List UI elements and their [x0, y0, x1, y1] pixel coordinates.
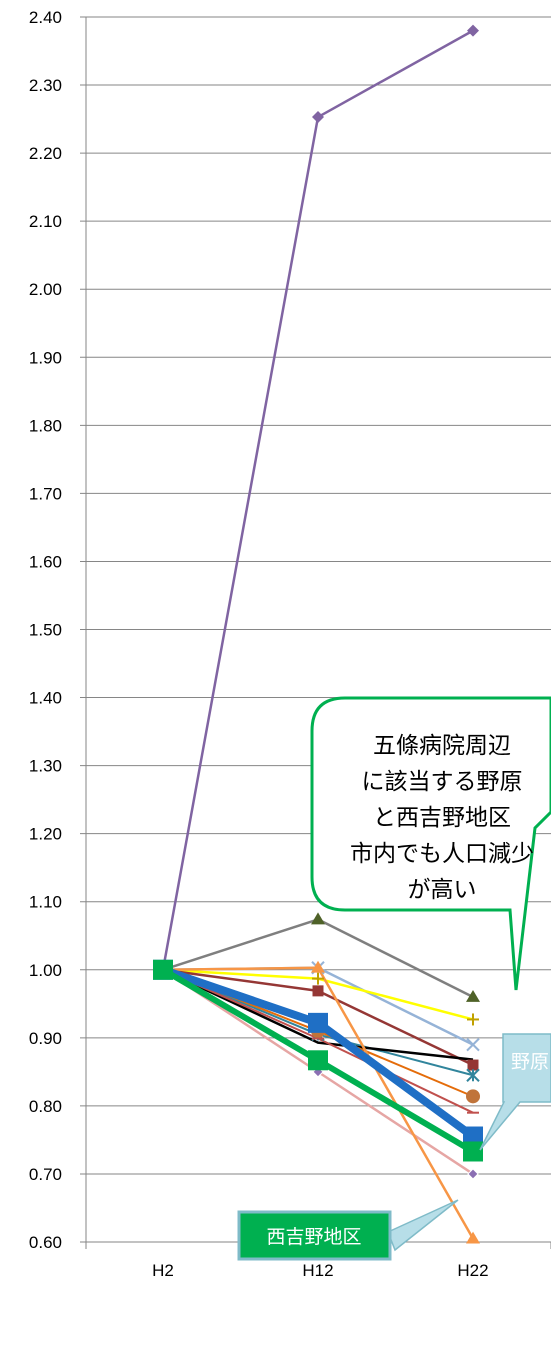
y-tick-label: 2.30: [29, 76, 62, 95]
callout-shape: [310, 696, 551, 991]
callout-line-1: 五條病院周辺: [373, 733, 511, 759]
series-markers: [153, 24, 483, 1244]
data-point: [311, 912, 325, 925]
x-tick-label: H12: [302, 1261, 333, 1280]
data-point: [467, 1059, 479, 1071]
data-point: [312, 985, 324, 997]
nohara-label-text: 野原: [511, 1051, 549, 1073]
callout-line-4: 市内でも人口減少: [350, 841, 534, 867]
callout-line-3: と西吉野地区: [373, 805, 511, 831]
data-point: [466, 1068, 480, 1082]
y-tick-label: 1.60: [29, 552, 62, 571]
y-tick-label: 2.00: [29, 280, 62, 299]
data-point: [467, 1013, 479, 1026]
callout-bubble: 五條病院周辺 に該当する野原 と西吉野地区 市内でも人口減少 が高い: [310, 696, 551, 991]
y-tick-label: 1.10: [29, 893, 62, 912]
y-tick-label: 0.90: [29, 1029, 62, 1048]
series-line: [162, 968, 474, 1061]
nishiyoshino-label: 西吉野地区: [237, 1199, 459, 1261]
y-tick-label: 1.90: [29, 348, 62, 367]
nohara-label-shape: [479, 1033, 551, 1151]
x-tick-label: H2: [152, 1261, 174, 1280]
gridlines: [80, 16, 551, 1243]
data-point: [308, 1012, 328, 1033]
y-tick-label: 1.40: [29, 689, 62, 708]
data-point: [153, 959, 173, 980]
data-point: [466, 1089, 480, 1104]
x-tick-label: H22: [457, 1261, 488, 1280]
data-point: [463, 1141, 483, 1162]
nohara-label: 野原: [479, 1033, 551, 1151]
y-tick-label: 1.70: [29, 484, 62, 503]
y-tick-label: 1.20: [29, 825, 62, 844]
data-point: [311, 960, 325, 973]
data-point: [466, 1231, 480, 1244]
y-tick-label: 1.30: [29, 757, 62, 776]
data-point: [312, 111, 324, 124]
data-point: [467, 24, 479, 37]
y-tick-label: 2.40: [29, 8, 62, 27]
y-tick-label: 0.80: [29, 1097, 62, 1116]
y-tick-label: 2.20: [29, 144, 62, 163]
nishiyoshino-label-text: 西吉野地区: [266, 1226, 361, 1248]
callout-line-5: が高い: [408, 877, 477, 903]
data-point: [466, 990, 480, 1002]
y-tick-label: 1.80: [29, 416, 62, 435]
y-tick-labels: 0.60 0.70 0.80 0.90 1.00 1.10 1.20 1.30 1.40 1.50…: [29, 8, 62, 1252]
data-point: [312, 972, 324, 985]
y-tick-label: 2.10: [29, 212, 62, 231]
x-tick-labels: H2 H12 H22: [152, 1261, 488, 1280]
y-tick-label: 1.50: [29, 621, 62, 640]
y-tick-label: 0.60: [29, 1233, 62, 1252]
data-point: [466, 1037, 480, 1052]
callout-line-2: に該当する野原: [362, 769, 523, 795]
y-tick-label: 0.70: [29, 1165, 62, 1184]
y-tick-label: 1.00: [29, 961, 62, 980]
nishiyoshino-label-box: [237, 1210, 392, 1261]
data-point: [308, 1050, 328, 1071]
data-point: [467, 1168, 479, 1180]
